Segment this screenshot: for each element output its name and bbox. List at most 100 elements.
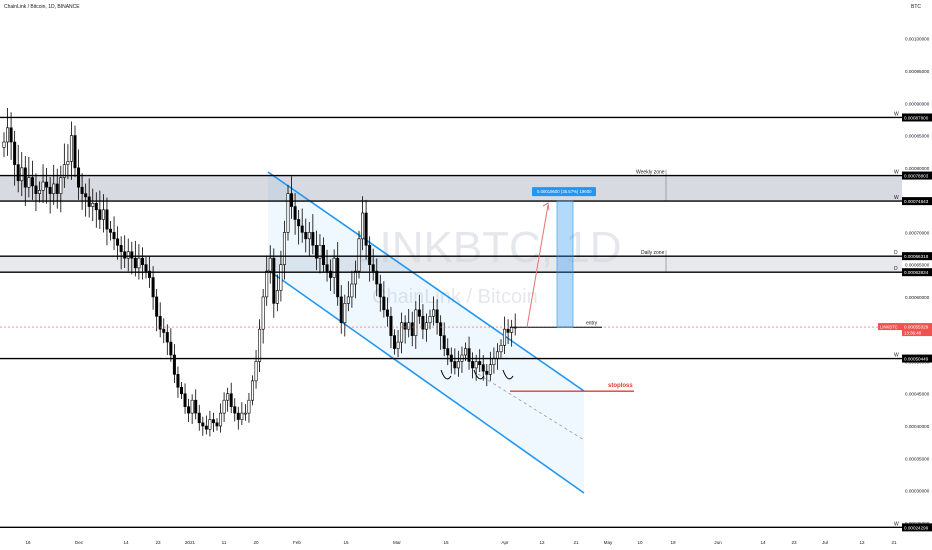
- candle-body: [27, 177, 31, 188]
- candle-body: [236, 412, 240, 420]
- time-tick-label: 15: [443, 540, 449, 545]
- candle-body: [346, 296, 350, 304]
- candle-body: [389, 315, 393, 336]
- candle-body: [172, 354, 176, 375]
- swing-low-mark: [473, 369, 485, 380]
- time-tick-label: 23: [155, 540, 161, 545]
- candle-body: [109, 228, 113, 233]
- candle-body: [424, 322, 428, 330]
- level-price-tag: [902, 354, 932, 363]
- level-flag: W: [894, 521, 899, 527]
- time-tick-label: 12: [859, 540, 865, 545]
- candle-body: [364, 212, 368, 246]
- candle-body: [332, 257, 336, 278]
- price-tick-label: 0.00070000: [905, 230, 930, 235]
- channel-upper-line[interactable]: [267, 171, 585, 392]
- candle-body: [66, 161, 70, 165]
- candle-body: [13, 141, 17, 165]
- candle-body: [336, 257, 340, 298]
- time-tick-label: 10: [637, 540, 643, 545]
- time-tick-label: 23: [791, 540, 797, 545]
- candle-body: [474, 361, 478, 369]
- candle-body: [73, 135, 77, 169]
- daily-zone-label: Daily zone: [641, 250, 665, 256]
- time-tick-label: Jul: [822, 540, 828, 545]
- target-arrow-head: [542, 202, 550, 211]
- candle-body: [226, 393, 230, 401]
- candle-body: [94, 203, 98, 211]
- candle-body: [407, 322, 411, 330]
- price-tick-label: 0.00035000: [905, 456, 930, 461]
- price-axis: 0.00100000 0.00095000 0.00090000 0.00085000…: [878, 37, 932, 532]
- candle-body: [176, 374, 180, 388]
- level-flag: W: [894, 353, 899, 359]
- candle-body: [368, 244, 372, 265]
- level-price-tag: [902, 523, 932, 532]
- candle-body: [158, 315, 162, 330]
- candle-body: [251, 380, 255, 401]
- candle-body: [375, 270, 379, 285]
- target-range-box[interactable]: [556, 200, 574, 328]
- candle-body: [254, 361, 258, 382]
- candle-body: [300, 225, 304, 233]
- candle-body: [190, 399, 194, 414]
- trade-drawings: entry stoploss 0.00019600 (35.57%) 19600: [0, 187, 902, 392]
- candle-body: [211, 419, 215, 424]
- target-arrow: [526, 205, 549, 328]
- candle-body: [240, 412, 244, 420]
- price-tick-label: 0.00100000: [905, 37, 930, 42]
- level-price-tag: [902, 252, 932, 261]
- candle-body: [52, 183, 56, 194]
- candlestick-series: [2, 108, 517, 437]
- level-price-tag: [902, 268, 932, 277]
- price-tick-label: 0.00060000: [905, 295, 930, 300]
- time-tick-label: Dec: [75, 540, 84, 545]
- time-tick-label: 14: [123, 540, 129, 545]
- candle-body: [272, 257, 276, 304]
- candle-body: [432, 309, 436, 317]
- candle-body: [140, 257, 144, 265]
- level-price-tag-text: 0.00024299: [904, 525, 929, 530]
- candle-body: [80, 186, 84, 194]
- level-flag: D: [894, 250, 898, 256]
- candle-body: [123, 251, 127, 259]
- candle-body: [385, 309, 389, 317]
- candle-body: [417, 309, 421, 317]
- candle-body: [116, 238, 120, 246]
- candle-body: [222, 399, 226, 414]
- candle-body: [243, 412, 247, 415]
- candle-body: [180, 386, 184, 395]
- candle-body: [268, 257, 272, 272]
- price-tick-label: 0.00085000: [905, 134, 930, 139]
- time-tick-label: 16: [25, 540, 31, 545]
- candle-body: [378, 283, 382, 298]
- symbol-header: ChainLink / Bitcoin, 1D, BINANCE: [4, 4, 80, 10]
- symbol-tag: [878, 323, 902, 331]
- level-price-tag-text: 0.00078803: [904, 174, 929, 179]
- candle-body: [233, 406, 237, 414]
- candle-body: [155, 296, 159, 317]
- candle-body: [162, 328, 166, 333]
- candle-body: [41, 181, 45, 191]
- candle-body: [130, 251, 134, 259]
- last-price-text: 0.00055329: [904, 325, 929, 330]
- candle-body: [23, 167, 27, 188]
- candle-body: [435, 309, 439, 324]
- level-price-tag: [902, 113, 932, 122]
- candle-body: [105, 209, 109, 230]
- candle-body: [91, 203, 95, 207]
- price-tick-label: 0.00040000: [905, 424, 930, 429]
- candle-body: [361, 212, 365, 240]
- time-tick-label: Feb: [293, 540, 301, 545]
- price-tick-label: 0.00080000: [905, 166, 930, 171]
- candle-body: [382, 296, 386, 311]
- candle-body: [343, 303, 347, 324]
- channel-lower-line[interactable]: [267, 269, 585, 494]
- candle-body: [34, 185, 38, 194]
- level-price-tag-text: 0.00063834: [904, 270, 929, 275]
- stoploss-label: stoploss: [608, 383, 633, 389]
- time-tick-label: 19: [670, 540, 676, 545]
- target-label: 0.00019600 (35.57%) 19600: [537, 189, 592, 194]
- candle-body: [169, 341, 173, 356]
